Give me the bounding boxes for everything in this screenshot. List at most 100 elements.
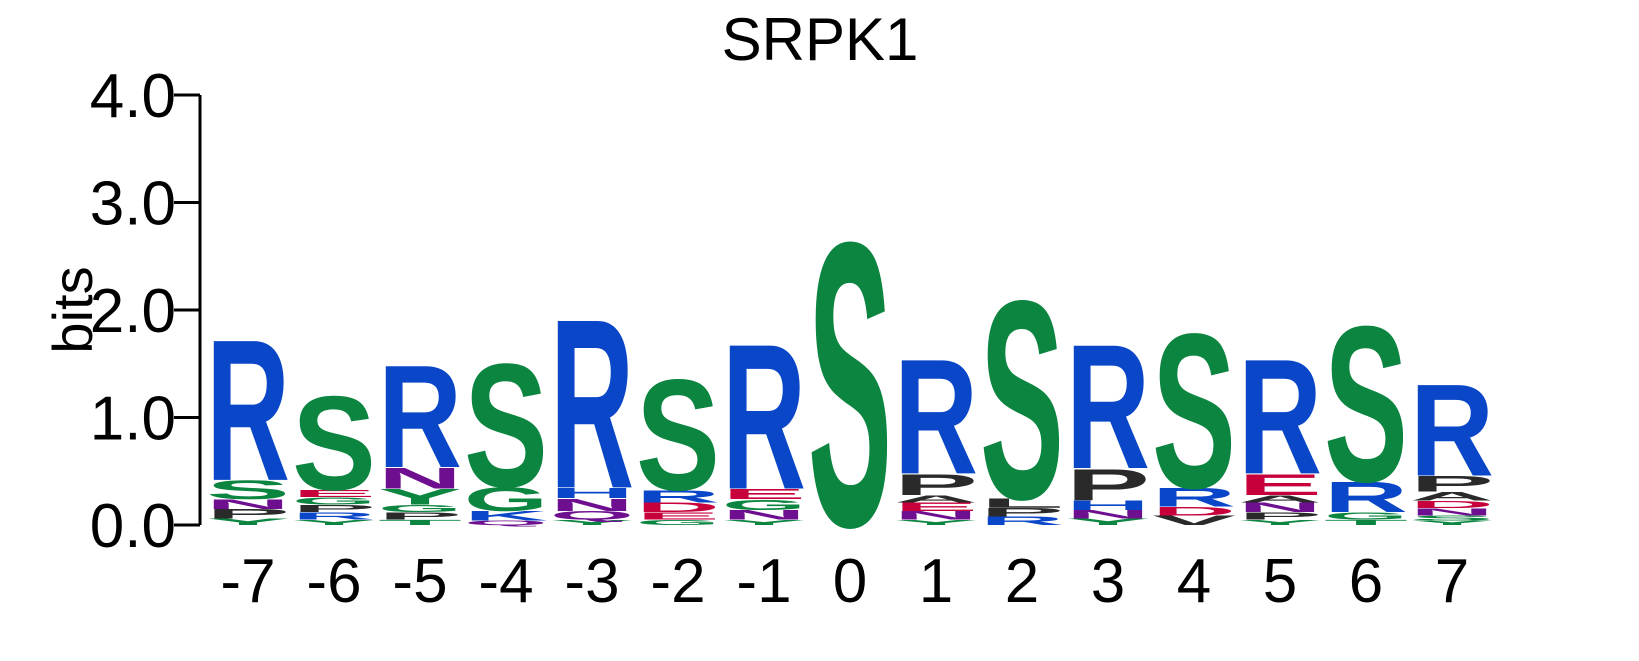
x-tick-label: -7 (220, 547, 275, 616)
logo-letter: E (722, 486, 806, 503)
x-tick-label: -3 (564, 547, 619, 616)
x-axis-tick-labels: -7 -6 -5 -4 -3 -2 -1 0 1 2 3 4 5 6 7 (220, 547, 1469, 616)
logo-letter: G (292, 495, 376, 507)
logo-letter: N (1410, 506, 1494, 518)
x-tick-label: -1 (736, 547, 791, 616)
logo-letter: P (894, 468, 978, 501)
logo-letter: S (206, 475, 290, 505)
logo-letter: H (1066, 498, 1150, 513)
y-axis: 0.0 1.0 2.0 3.0 4.0 (90, 62, 202, 561)
logo-letter: S (1152, 288, 1236, 535)
logo-letter: R (550, 269, 634, 539)
logo-letter: P (1066, 460, 1150, 510)
logo-letter: P (980, 506, 1064, 519)
x-tick-label: 7 (1435, 547, 1469, 616)
logo-letter: P (1238, 510, 1322, 522)
logo-letter: H (550, 485, 634, 502)
logo-letter: R (1410, 358, 1494, 504)
x-tick-label: 6 (1349, 547, 1383, 616)
x-tick-label: 3 (1091, 547, 1125, 616)
logo-letter: S (808, 158, 892, 612)
logo-letter: L (980, 496, 1064, 511)
logo-letter: S (636, 348, 720, 524)
logo-letter: S (1410, 514, 1494, 522)
logo-letter: E (292, 488, 376, 500)
logo-letter: T (378, 518, 462, 526)
logo-letter: Y (722, 518, 806, 526)
x-tick-label: 5 (1263, 547, 1297, 616)
x-tick-label: -6 (306, 547, 361, 616)
x-tick-label: -4 (478, 547, 533, 616)
logo-letter: G (464, 480, 548, 519)
logo-letter: R (1066, 307, 1150, 506)
logo-letter: S (292, 368, 376, 519)
logo-letter: N (1238, 500, 1322, 515)
logo-letter: R (378, 335, 462, 499)
y-axis-label: bits (41, 266, 104, 353)
logo-column: S (808, 158, 892, 612)
logo-letter: G (636, 518, 720, 526)
logo-letter: Y (1410, 520, 1494, 527)
logo-letter: P (378, 510, 462, 522)
x-tick-label: -2 (650, 547, 705, 616)
x-tick-label: 2 (1005, 547, 1039, 616)
x-tick-label: 0 (833, 547, 867, 616)
logo-letter: R (206, 297, 290, 522)
logo-letter: S (464, 328, 548, 525)
chart-title: SRPK1 (722, 6, 919, 73)
y-tick-label: 1.0 (90, 385, 176, 454)
logo-letter: E (894, 500, 978, 513)
logo-letter: G (378, 503, 462, 515)
logo-letter: N (722, 507, 806, 522)
logo-letter: A (894, 493, 978, 505)
logo-letter: R (980, 514, 1064, 527)
logo-letter: D (1152, 504, 1236, 517)
logo-letter: R (1324, 473, 1408, 521)
y-tick-label: 3.0 (90, 170, 176, 239)
logo-letter: Y (292, 518, 376, 526)
x-tick-label: 1 (919, 547, 953, 616)
y-tick-label: 0.0 (90, 492, 176, 561)
logo-letter: R (1238, 326, 1322, 510)
logo-letter: R (722, 301, 806, 533)
y-tick-label: 2.0 (90, 277, 176, 346)
logo-letter: N (1066, 508, 1150, 521)
y-tick-label: 4.0 (90, 62, 176, 131)
logo-letter: Y (378, 485, 462, 510)
logo-letter: P (292, 503, 376, 515)
logo-letter: G (722, 497, 806, 514)
logo-letter: R (1152, 483, 1236, 513)
logo-letter: S (980, 241, 1064, 559)
logo-letter: N (894, 509, 978, 522)
logo-letter: R (636, 486, 720, 506)
logo-letter: D (1410, 498, 1494, 510)
logo-letter: P (206, 506, 290, 521)
x-tick-label: 4 (1177, 547, 1211, 616)
logo-letter: D (636, 500, 720, 515)
logo-letter: V (1152, 513, 1236, 528)
x-tick-label: -5 (392, 547, 447, 616)
logo-letter: N (206, 497, 290, 512)
logo-letter: K (464, 509, 548, 524)
logo-letter: N (378, 461, 462, 494)
logo-letter: Y (1238, 518, 1322, 526)
logo-letter: E (636, 510, 720, 522)
logo-letter: S (1324, 280, 1408, 529)
logo-letter: A (1238, 493, 1322, 505)
logo-letter: Y (1066, 517, 1150, 527)
logo-letter: R (894, 326, 978, 510)
logo-letter: Q (464, 520, 548, 527)
logo-letter: N (550, 495, 634, 515)
